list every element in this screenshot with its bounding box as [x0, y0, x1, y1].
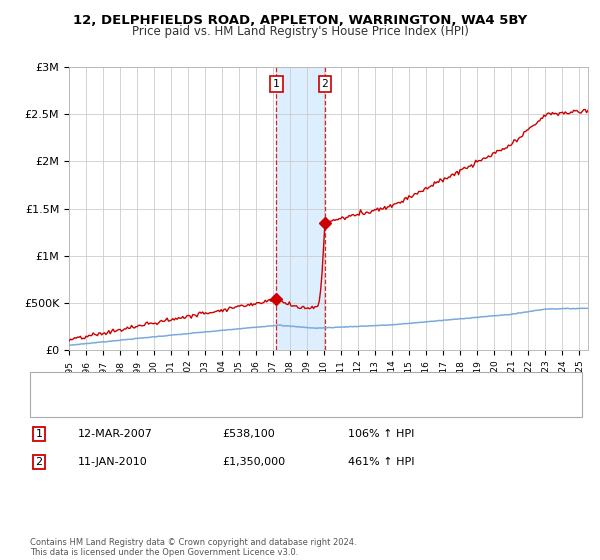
Text: HPI: Average price, detached house, Warrington: HPI: Average price, detached house, Warr… [105, 398, 340, 408]
Text: 12-MAR-2007: 12-MAR-2007 [78, 429, 153, 439]
Text: 1: 1 [35, 429, 43, 439]
Text: 12, DELPHFIELDS ROAD, APPLETON, WARRINGTON, WA4 5BY (detached house): 12, DELPHFIELDS ROAD, APPLETON, WARRINGT… [105, 376, 492, 386]
Text: 106% ↑ HPI: 106% ↑ HPI [348, 429, 415, 439]
Text: 2: 2 [322, 79, 328, 89]
Text: 461% ↑ HPI: 461% ↑ HPI [348, 457, 415, 467]
Text: 12, DELPHFIELDS ROAD, APPLETON, WARRINGTON, WA4 5BY: 12, DELPHFIELDS ROAD, APPLETON, WARRINGT… [73, 14, 527, 27]
Text: 11-JAN-2010: 11-JAN-2010 [78, 457, 148, 467]
Text: 2: 2 [35, 457, 43, 467]
Text: £1,350,000: £1,350,000 [222, 457, 285, 467]
Text: ─────: ───── [45, 374, 83, 388]
Text: 1: 1 [273, 79, 280, 89]
Bar [277, 67, 325, 350]
Text: £538,100: £538,100 [222, 429, 275, 439]
Text: ─────: ───── [45, 396, 83, 410]
Text: Price paid vs. HM Land Registry's House Price Index (HPI): Price paid vs. HM Land Registry's House … [131, 25, 469, 38]
Text: Contains HM Land Registry data © Crown copyright and database right 2024.
This d: Contains HM Land Registry data © Crown c… [30, 538, 356, 557]
